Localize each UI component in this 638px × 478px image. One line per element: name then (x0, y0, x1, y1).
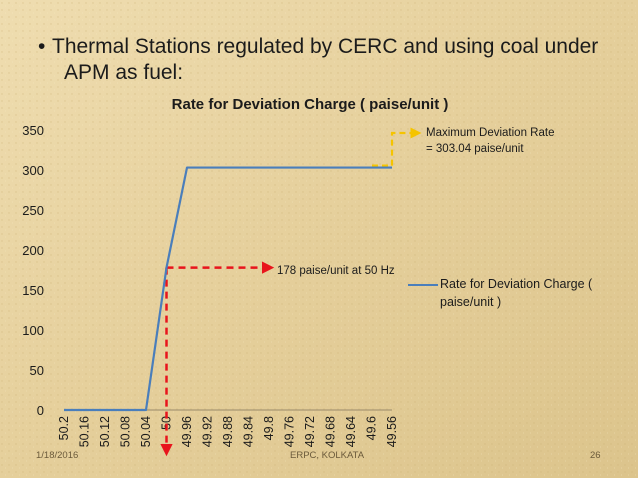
x-tick-label: 49.64 (344, 416, 358, 447)
x-tick-label: 49.6 (365, 416, 379, 440)
yellow-guide-path (372, 127, 422, 167)
footer-date: 1/18/2016 (36, 450, 79, 461)
x-tick-label: 50 (160, 416, 174, 430)
bullet-glyph: • (38, 35, 46, 58)
x-tick-label: 49.84 (242, 416, 256, 447)
x-tick-label: 49.72 (303, 416, 317, 447)
footer-center: ERPC, KOLKATA (290, 450, 365, 461)
chart-title: Rate for Deviation Charge ( paise/unit ) (171, 96, 449, 113)
x-tick-label: 50.04 (139, 416, 153, 447)
slide-heading: • Thermal Stations regulated by CERC and… (38, 34, 628, 86)
x-tick-label: 49.8 (262, 416, 276, 440)
x-tick-label: 50.2 (57, 416, 71, 440)
page-number: 26 (590, 450, 601, 461)
y-tick-label: 50 (30, 363, 44, 378)
legend-label: Rate for Deviation Charge ( paise/unit ) (440, 277, 593, 309)
x-tick-label: 49.96 (180, 416, 194, 447)
y-tick-label: 200 (22, 243, 44, 258)
y-tick-label: 350 (22, 123, 44, 138)
x-axis-ticks: 50.2 50.16 50.12 50.08 50.04 50 49.96 49.92 49.8… (57, 416, 399, 447)
series-line (64, 166, 392, 412)
y-axis-ticks: 0 50 100 150 200 250 300 350 (22, 123, 44, 418)
series-layer (63, 166, 393, 412)
y-tick-label: 100 (22, 323, 44, 338)
x-tick-label: 49.76 (283, 416, 297, 447)
x-tick-label: 49.56 (385, 416, 399, 447)
x-tick-label: 49.88 (221, 416, 235, 447)
chart-legend: Rate for Deviation Charge ( paise/unit ) (408, 275, 608, 311)
x-tick-label: 50.16 (78, 416, 92, 447)
x-tick-label: 50.08 (119, 416, 133, 447)
y-tick-label: 300 (22, 163, 44, 178)
guide-markers (160, 127, 422, 457)
x-tick-label: 49.68 (324, 416, 338, 447)
x-tick-label: 50.12 (98, 416, 112, 447)
max-rate-line1: Maximum Deviation Rate (426, 127, 555, 139)
x-tick-label: 49.92 (201, 416, 215, 447)
legend-swatch (408, 284, 438, 286)
heading-text: Thermal Stations regulated by CERC and u… (52, 35, 599, 84)
y-tick-label: 250 (22, 203, 44, 218)
y-tick-label: 0 (37, 403, 44, 418)
y-tick-label: 150 (22, 283, 44, 298)
max-rate-annotation: Maximum Deviation Rate = 303.04 paise/un… (426, 125, 554, 157)
rate-at-50-annotation: 178 paise/unit at 50 Hz (277, 265, 395, 277)
max-rate-line2: = 303.04 paise/unit (426, 143, 524, 155)
